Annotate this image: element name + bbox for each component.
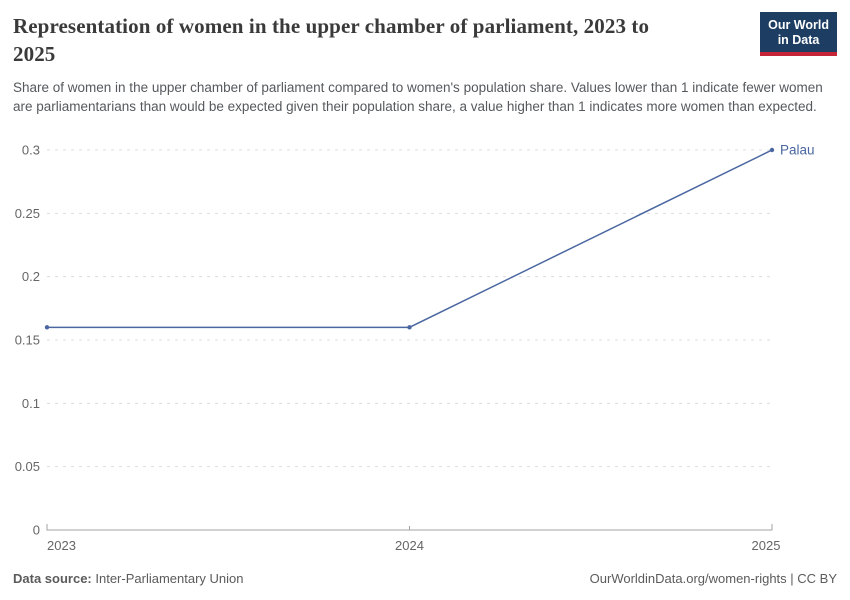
- chart-header: Representation of women in the upper cha…: [13, 12, 837, 116]
- y-tick-label: 0.15: [15, 333, 40, 348]
- data-source: Data source: Inter-Parliamentary Union: [13, 571, 244, 586]
- chart-title-line2: 2025: [13, 42, 56, 66]
- y-tick-label: 0.3: [22, 143, 40, 158]
- owid-logo-line1: Our World: [768, 18, 829, 32]
- series-label-palau[interactable]: Palau: [780, 143, 815, 158]
- owid-logo-line2: in Data: [777, 32, 820, 47]
- data-point[interactable]: [44, 325, 50, 330]
- x-tick-label: 2025: [752, 538, 781, 553]
- data-source-value: Inter-Parliamentary Union: [95, 571, 244, 586]
- chart-footer: Data source: Inter-Parliamentary Union O…: [13, 571, 837, 586]
- y-tick-label: 0.1: [22, 396, 40, 411]
- series-line-palau[interactable]: [47, 149, 773, 329]
- chart-title: Representation of women in the upper cha…: [13, 12, 758, 68]
- data-source-label: Data source:: [13, 571, 92, 586]
- x-tick-label: 2023: [47, 538, 76, 553]
- rights-link[interactable]: OurWorldinData.org/women-rights | CC BY: [589, 571, 837, 586]
- chart-title-line1: Representation of women in the upper cha…: [13, 14, 650, 38]
- chart-subtitle: Share of women in the upper chamber of p…: [13, 80, 823, 114]
- y-tick-label: 0.2: [22, 269, 40, 284]
- y-tick-label: 0.25: [15, 206, 40, 221]
- data-point[interactable]: [769, 147, 775, 153]
- y-tick-label: 0.05: [15, 459, 40, 474]
- data-point[interactable]: [407, 325, 412, 330]
- owid-logo[interactable]: Our World in Data: [760, 12, 837, 56]
- y-tick-label: 0: [33, 523, 40, 538]
- x-tick-label: 2024: [395, 538, 424, 553]
